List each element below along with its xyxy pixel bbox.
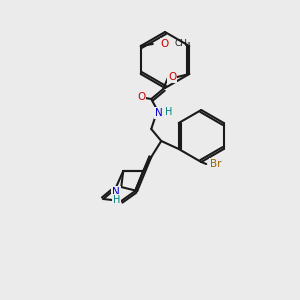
Text: N: N — [112, 187, 120, 197]
Text: H: H — [165, 107, 172, 117]
Text: O: O — [160, 39, 169, 49]
Text: O: O — [137, 92, 146, 102]
Text: N: N — [155, 108, 163, 118]
Text: CH₃: CH₃ — [175, 40, 191, 49]
Text: O: O — [168, 72, 176, 82]
Text: Br: Br — [211, 159, 222, 169]
Text: H: H — [112, 195, 120, 205]
